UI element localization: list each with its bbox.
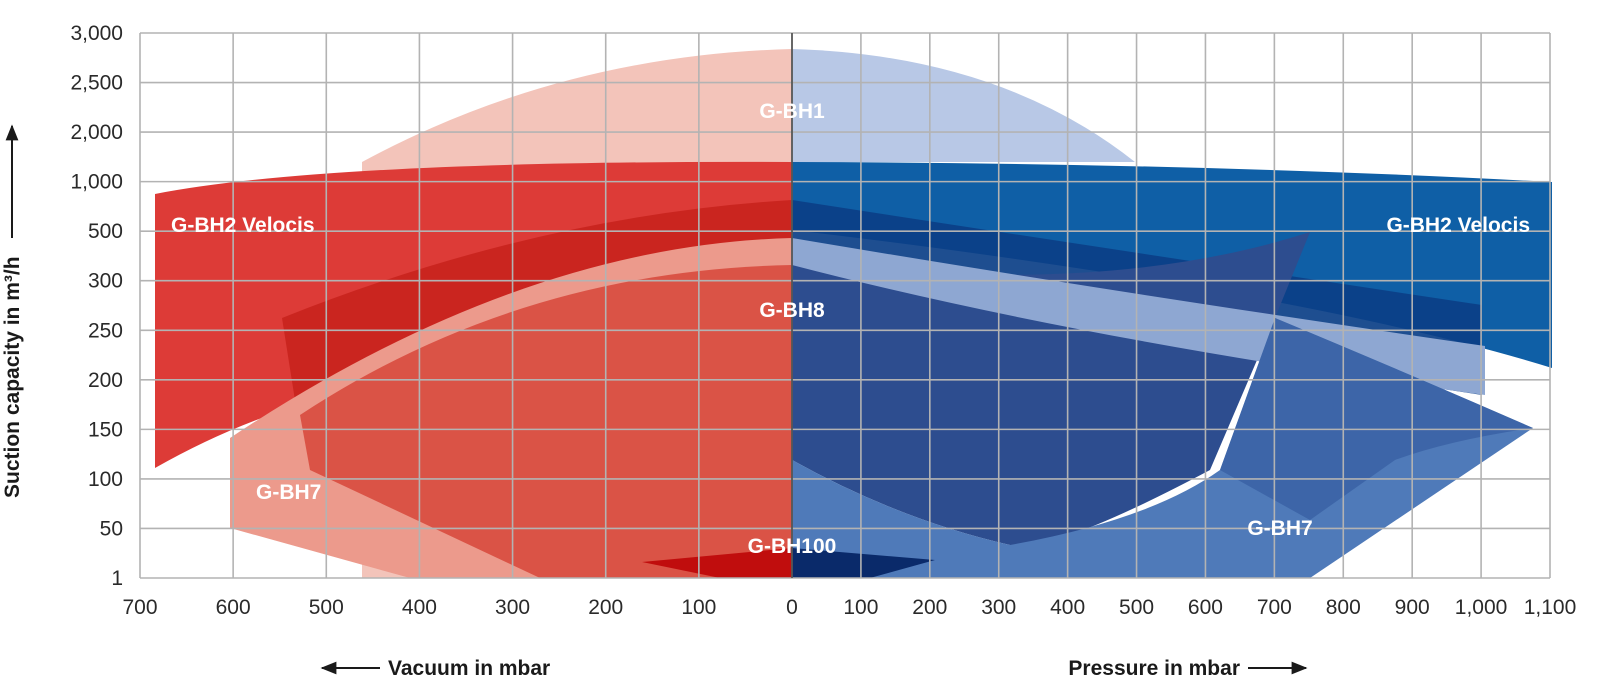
x-tick-label-vacuum: 600 xyxy=(216,596,251,619)
region-label-g-bh2-velocis-pressure: G-BH2 Velocis xyxy=(1386,214,1530,237)
x-tick-label-pressure: 500 xyxy=(1119,596,1154,619)
x-tick-label-vacuum: 200 xyxy=(588,596,623,619)
x-axis-pressure-ticks: 0 100 200 300 400 500 600 700 800 900 1,000 1,100 xyxy=(786,596,1576,619)
g-bh1-pressure-region xyxy=(792,49,1135,162)
x-tick-label-pressure: 300 xyxy=(981,596,1016,619)
y-tick-label: 200 xyxy=(88,369,123,392)
y-tick-label: 1,000 xyxy=(70,171,123,194)
y-tick-label: 50 xyxy=(100,517,123,540)
x-tick-label-pressure: 1,100 xyxy=(1524,596,1577,619)
x-tick-label-vacuum: 300 xyxy=(495,596,530,619)
x-tick-label-pressure: 400 xyxy=(1050,596,1085,619)
y-tick-label: 250 xyxy=(88,319,123,342)
region-label-g-bh7-pressure: G-BH7 xyxy=(1247,517,1312,540)
x-tick-label-pressure: 800 xyxy=(1326,596,1361,619)
y-axis-title: Suction capacity in m³/h xyxy=(1,256,24,498)
x-tick-label-pressure: 700 xyxy=(1257,596,1292,619)
x-tick-label-vacuum: 100 xyxy=(681,596,716,619)
x-tick-label-pressure: 100 xyxy=(843,596,878,619)
y-axis-ticks: 1501001502002503005001,0002,0002,5003,00… xyxy=(70,22,123,590)
region-label-g-bh2-velocis-vacuum: G-BH2 Velocis xyxy=(171,214,315,237)
region-label-g-bh7-vacuum: G-BH7 xyxy=(256,481,321,504)
x-axis-vacuum-ticks: 700 600 500 400 300 200 100 xyxy=(122,596,716,619)
region-label-g-bh8: G-BH8 xyxy=(759,299,825,322)
y-tick-label: 3,000 xyxy=(70,22,123,45)
x-tick-label-vacuum: 700 xyxy=(122,596,157,619)
vacuum-regions xyxy=(155,49,792,578)
x-axis-vacuum-title: Vacuum in mbar xyxy=(388,657,550,680)
g-bh100-pressure-region xyxy=(792,548,935,578)
region-label-g-bh100: G-BH100 xyxy=(748,535,837,558)
x-tick-label-vacuum: 400 xyxy=(402,596,437,619)
grid xyxy=(139,32,1551,579)
y-tick-label: 100 xyxy=(88,468,123,491)
x-axis-pressure-title: Pressure in mbar xyxy=(1068,657,1240,680)
y-tick-label: 300 xyxy=(88,270,123,293)
y-tick-label: 150 xyxy=(88,418,123,441)
y-tick-label: 2,000 xyxy=(70,121,123,144)
x-tick-label-pressure: 600 xyxy=(1188,596,1223,619)
y-tick-label: 500 xyxy=(88,220,123,243)
g-bh7-pressure-dark xyxy=(1220,318,1533,520)
x-tick-label-pressure: 900 xyxy=(1395,596,1430,619)
x-tick-label-vacuum: 500 xyxy=(309,596,344,619)
x-tick-label-pressure: 1,000 xyxy=(1455,596,1508,619)
region-label-g-bh1: G-BH1 xyxy=(759,100,825,123)
g-bh100-vacuum-region xyxy=(642,548,792,578)
g-bh7-vacuum-region-inner xyxy=(300,265,792,578)
pressure-regions xyxy=(792,49,1552,578)
x-tick-label-pressure: 0 xyxy=(786,596,798,619)
y-tick-label: 2,500 xyxy=(70,72,123,95)
y-axis-title-group: Suction capacity in m³/h xyxy=(1,124,24,498)
x-tick-label-pressure: 200 xyxy=(912,596,947,619)
y-tick-label: 1 xyxy=(111,567,123,590)
